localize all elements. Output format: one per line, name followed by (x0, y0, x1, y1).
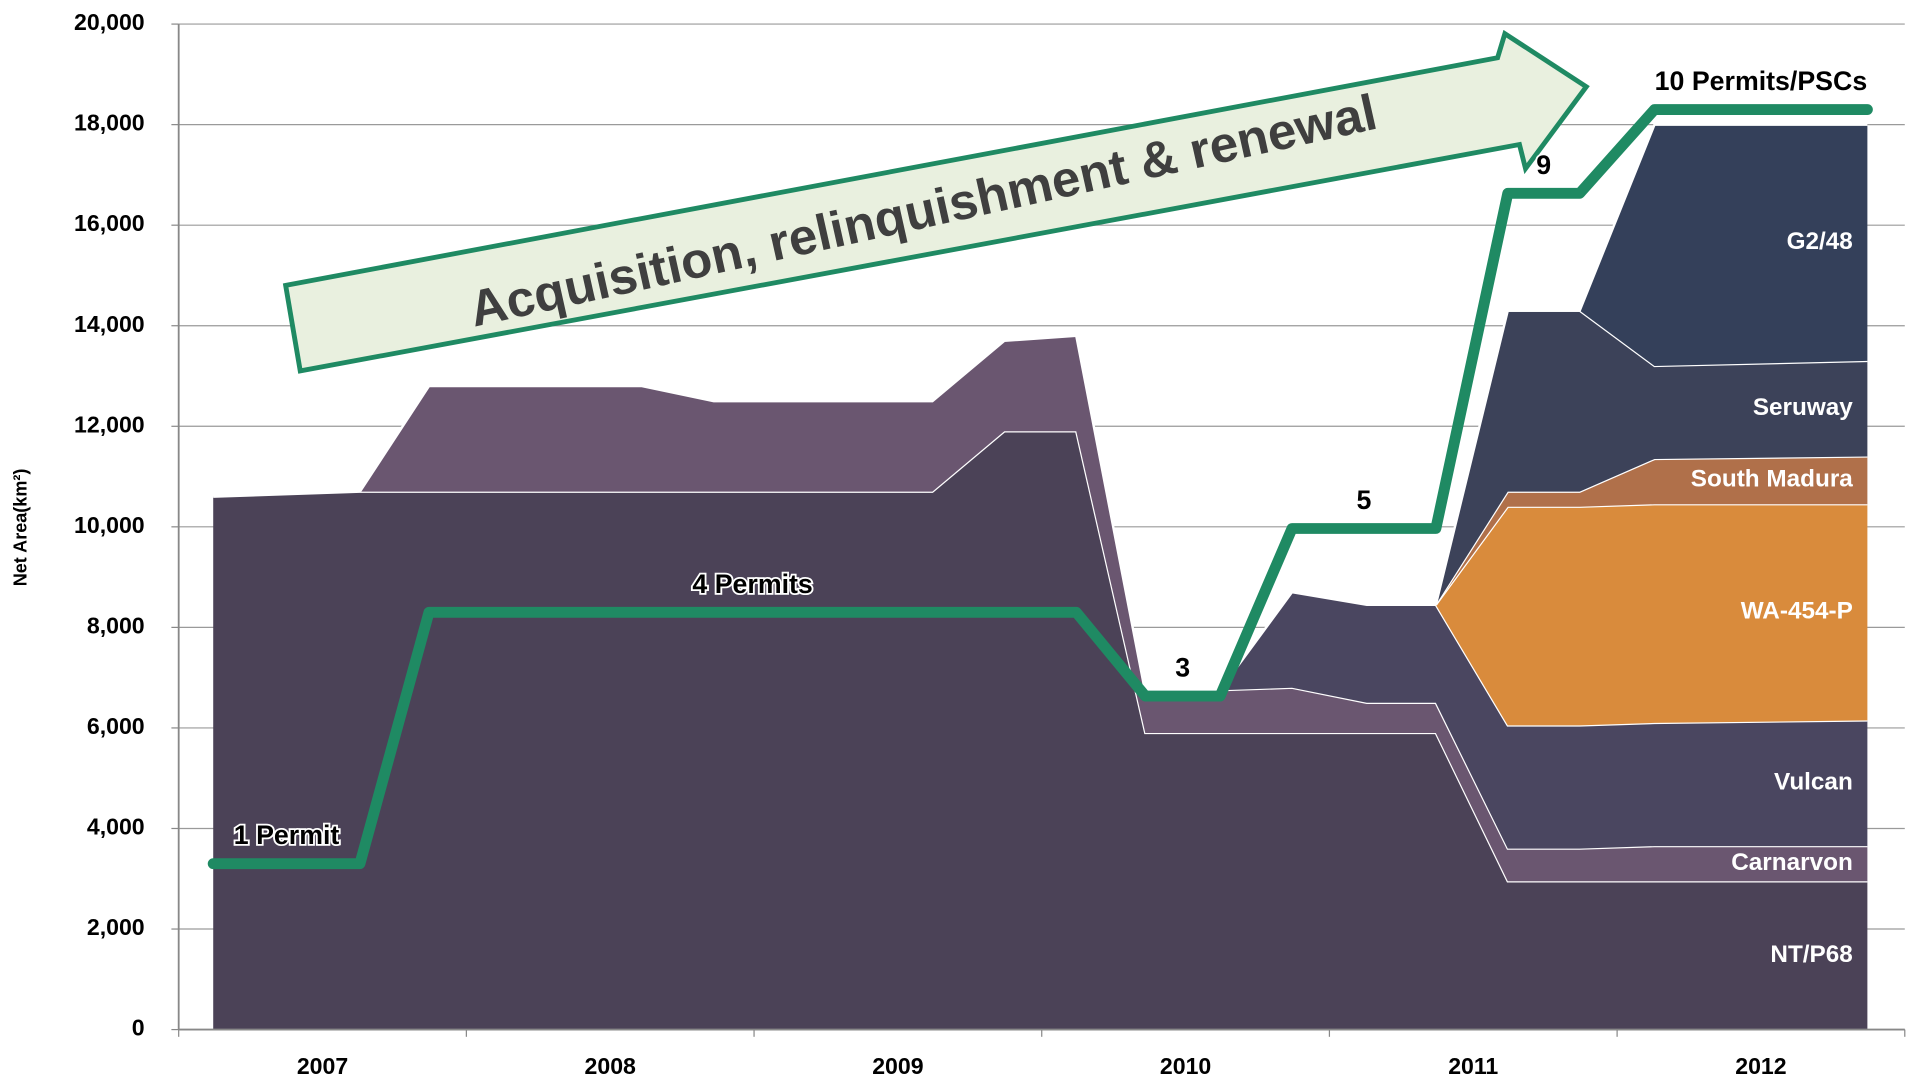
area (213, 431, 1868, 1030)
legend-label: WA-454-P (1741, 598, 1853, 625)
legend-label: South Madura (1691, 466, 1854, 493)
y-tick-label: 18,000 (74, 110, 145, 136)
areas: NT/P68 Carnarvon Vulcan WA-454-P South Madur… (213, 123, 1868, 1030)
permit-line: 1 Permit 4 Permits 3 5 9 10 Permits/PSCs (207, 64, 1873, 870)
y-axis-label: Net Area(km²) (11, 469, 31, 587)
line (207, 104, 1873, 870)
y-tick-label: 16,000 (74, 210, 145, 236)
axes: Net Area(km²) 0 2,000 4,000 6,000 8,000 10,00… (11, 9, 1906, 1079)
data-label: 10 Permits/PSCs (1655, 66, 1868, 96)
x-tick-label: 2010 (1160, 1053, 1211, 1079)
data-label: 5 (1356, 485, 1371, 515)
data-label: 3 (1175, 653, 1190, 683)
x-tick-label: 2012 (1735, 1053, 1786, 1079)
legend-label: Vulcan (1774, 769, 1853, 796)
area-boundary (1507, 123, 1868, 312)
y-tick-label: 8,000 (87, 613, 145, 639)
y-tick-label: 10,000 (74, 512, 145, 538)
area (1435, 456, 1868, 605)
x-tick-label: 2008 (585, 1053, 637, 1079)
y-tick-label: 4,000 (87, 814, 145, 840)
legend-label: G2/48 (1787, 228, 1853, 255)
y-tick-label: 0 (132, 1015, 145, 1041)
x-tick-label: 2011 (1448, 1053, 1498, 1079)
data-label: 4 Permits (692, 569, 812, 599)
arrow-shape (282, 29, 1590, 374)
y-tick-label: 14,000 (74, 311, 145, 337)
x-tick-label: 2009 (872, 1053, 923, 1079)
y-tick-label: 12,000 (74, 411, 145, 437)
area (1435, 504, 1868, 726)
area (1507, 124, 1868, 366)
y-tick-label: 6,000 (87, 713, 145, 739)
y-tick-label: 20,000 (74, 9, 145, 35)
area (359, 335, 1868, 882)
data-label: 9 (1536, 150, 1551, 180)
legend-label: Seruway (1753, 394, 1854, 421)
data-label: 1 Permit (234, 820, 340, 850)
legend-label: Carnarvon (1731, 849, 1853, 876)
y-tick-label: 2,000 (87, 914, 145, 940)
x-tick-label: 2007 (297, 1053, 348, 1079)
area (1435, 310, 1868, 605)
legend-label: NT/P68 (1770, 941, 1852, 968)
area (1220, 592, 1868, 849)
